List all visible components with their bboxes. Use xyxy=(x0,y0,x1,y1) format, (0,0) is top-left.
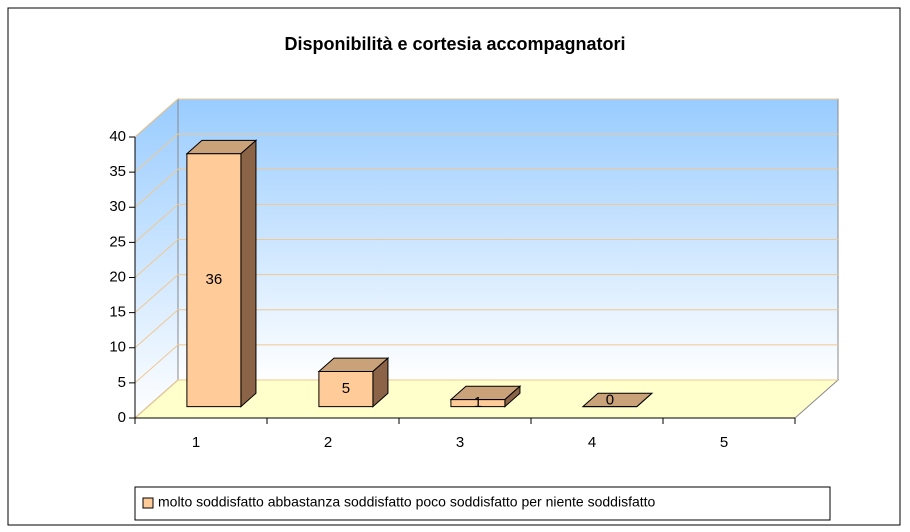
grid-line xyxy=(134,203,838,243)
y-tick-label: 25 xyxy=(109,233,126,250)
bar xyxy=(317,357,390,408)
bar xyxy=(449,385,522,408)
y-tick-label: 20 xyxy=(109,268,126,285)
data-label: 0 xyxy=(606,392,614,409)
x-tick-label: 4 xyxy=(588,434,596,451)
bar-front xyxy=(186,153,242,408)
y-tick-label: 15 xyxy=(109,304,126,321)
grid-line xyxy=(134,379,838,419)
bar-front xyxy=(450,399,506,408)
x-tick-label: 1 xyxy=(192,434,200,451)
bar-front xyxy=(318,370,374,408)
data-label: 5 xyxy=(342,380,350,397)
bar xyxy=(581,392,654,408)
y-tick-label: 0 xyxy=(118,409,126,426)
bar xyxy=(185,139,258,408)
grid-line xyxy=(134,274,838,313)
legend-swatch xyxy=(142,497,154,509)
legend-box xyxy=(134,486,831,521)
grid-line xyxy=(134,309,838,349)
y-tick-label: 40 xyxy=(109,128,126,145)
grid-line xyxy=(134,133,838,173)
grid-line xyxy=(134,239,838,278)
y-tick-label: 5 xyxy=(118,374,126,391)
grid-line xyxy=(134,168,838,208)
x-tick-label: 5 xyxy=(720,434,728,451)
y-tick-label: 30 xyxy=(109,198,126,215)
legend-label: molto soddisfatto abbastanza soddisfatto… xyxy=(158,494,656,510)
bar-side xyxy=(240,139,257,408)
x-tick-label: 3 xyxy=(456,434,464,451)
chart-title: Disponibilità e cortesia accompagnatori xyxy=(284,34,625,54)
x-tick-label: 2 xyxy=(324,434,332,451)
y-tick-label: 35 xyxy=(109,163,126,180)
grid-line xyxy=(134,98,838,138)
data-label: 36 xyxy=(206,271,223,288)
bar-side xyxy=(636,392,653,407)
grid-line xyxy=(134,344,838,384)
data-label: 1 xyxy=(474,394,482,411)
y-tick-label: 10 xyxy=(109,339,126,356)
